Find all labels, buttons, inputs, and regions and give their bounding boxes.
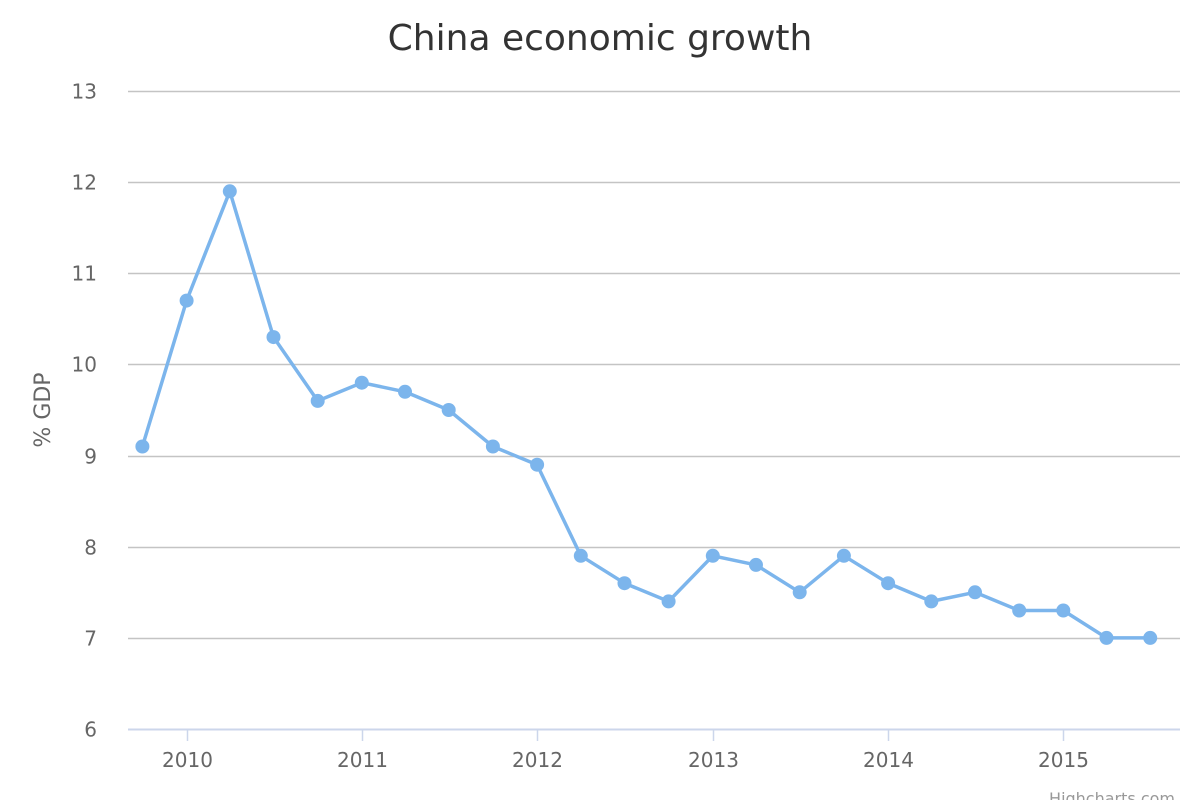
- series-layer: [135, 184, 1158, 645]
- data-point[interactable]: [441, 403, 456, 417]
- y-axis-label: % GDP: [31, 372, 56, 447]
- y-tick-label: 7: [84, 627, 97, 651]
- y-tick-label: 13: [72, 80, 97, 104]
- data-point[interactable]: [398, 384, 412, 399]
- x-tick-label: 2010: [162, 748, 213, 772]
- grid-lines: [128, 90, 1180, 731]
- credits-link[interactable]: Highcharts.com: [1049, 789, 1175, 800]
- chart-title: China economic growth: [388, 18, 813, 59]
- y-axis-ticks: 6 7 8 9 10 11 12 13: [72, 80, 97, 742]
- x-tick-label: 2013: [688, 748, 739, 772]
- data-point[interactable]: [1143, 630, 1158, 645]
- data-point[interactable]: [530, 457, 545, 472]
- data-point[interactable]: [266, 330, 281, 345]
- y-tick-label: 6: [84, 718, 97, 742]
- data-point[interactable]: [1099, 630, 1114, 645]
- data-point[interactable]: [573, 548, 588, 563]
- data-point[interactable]: [617, 576, 632, 591]
- x-axis-ticks: 2010 2011 2012 2013 2014 2015: [162, 729, 1089, 772]
- x-tick-label: 2014: [863, 748, 914, 772]
- data-point[interactable]: [792, 585, 807, 600]
- data-point[interactable]: [222, 184, 237, 199]
- data-point[interactable]: [705, 548, 720, 563]
- x-tick-label: 2011: [337, 748, 388, 772]
- data-point[interactable]: [968, 585, 982, 600]
- data-point[interactable]: [135, 439, 150, 454]
- y-tick-label: 9: [84, 445, 97, 469]
- y-tick-label: 11: [72, 262, 97, 286]
- data-point[interactable]: [485, 439, 500, 454]
- x-tick-label: 2012: [512, 748, 563, 772]
- y-tick-label: 8: [84, 536, 97, 560]
- data-point[interactable]: [1056, 603, 1071, 618]
- data-point[interactable]: [661, 594, 676, 609]
- data-point[interactable]: [354, 375, 369, 390]
- data-point[interactable]: [179, 293, 194, 308]
- y-tick-label: 12: [72, 171, 97, 195]
- data-point[interactable]: [881, 576, 896, 591]
- x-tick-label: 2015: [1038, 748, 1089, 772]
- data-point[interactable]: [924, 594, 939, 609]
- series-line: [140, 189, 1152, 640]
- data-point[interactable]: [749, 557, 763, 572]
- data-point[interactable]: [310, 393, 325, 408]
- data-point[interactable]: [1012, 603, 1027, 618]
- y-tick-label: 10: [72, 353, 97, 377]
- data-point[interactable]: [836, 548, 851, 563]
